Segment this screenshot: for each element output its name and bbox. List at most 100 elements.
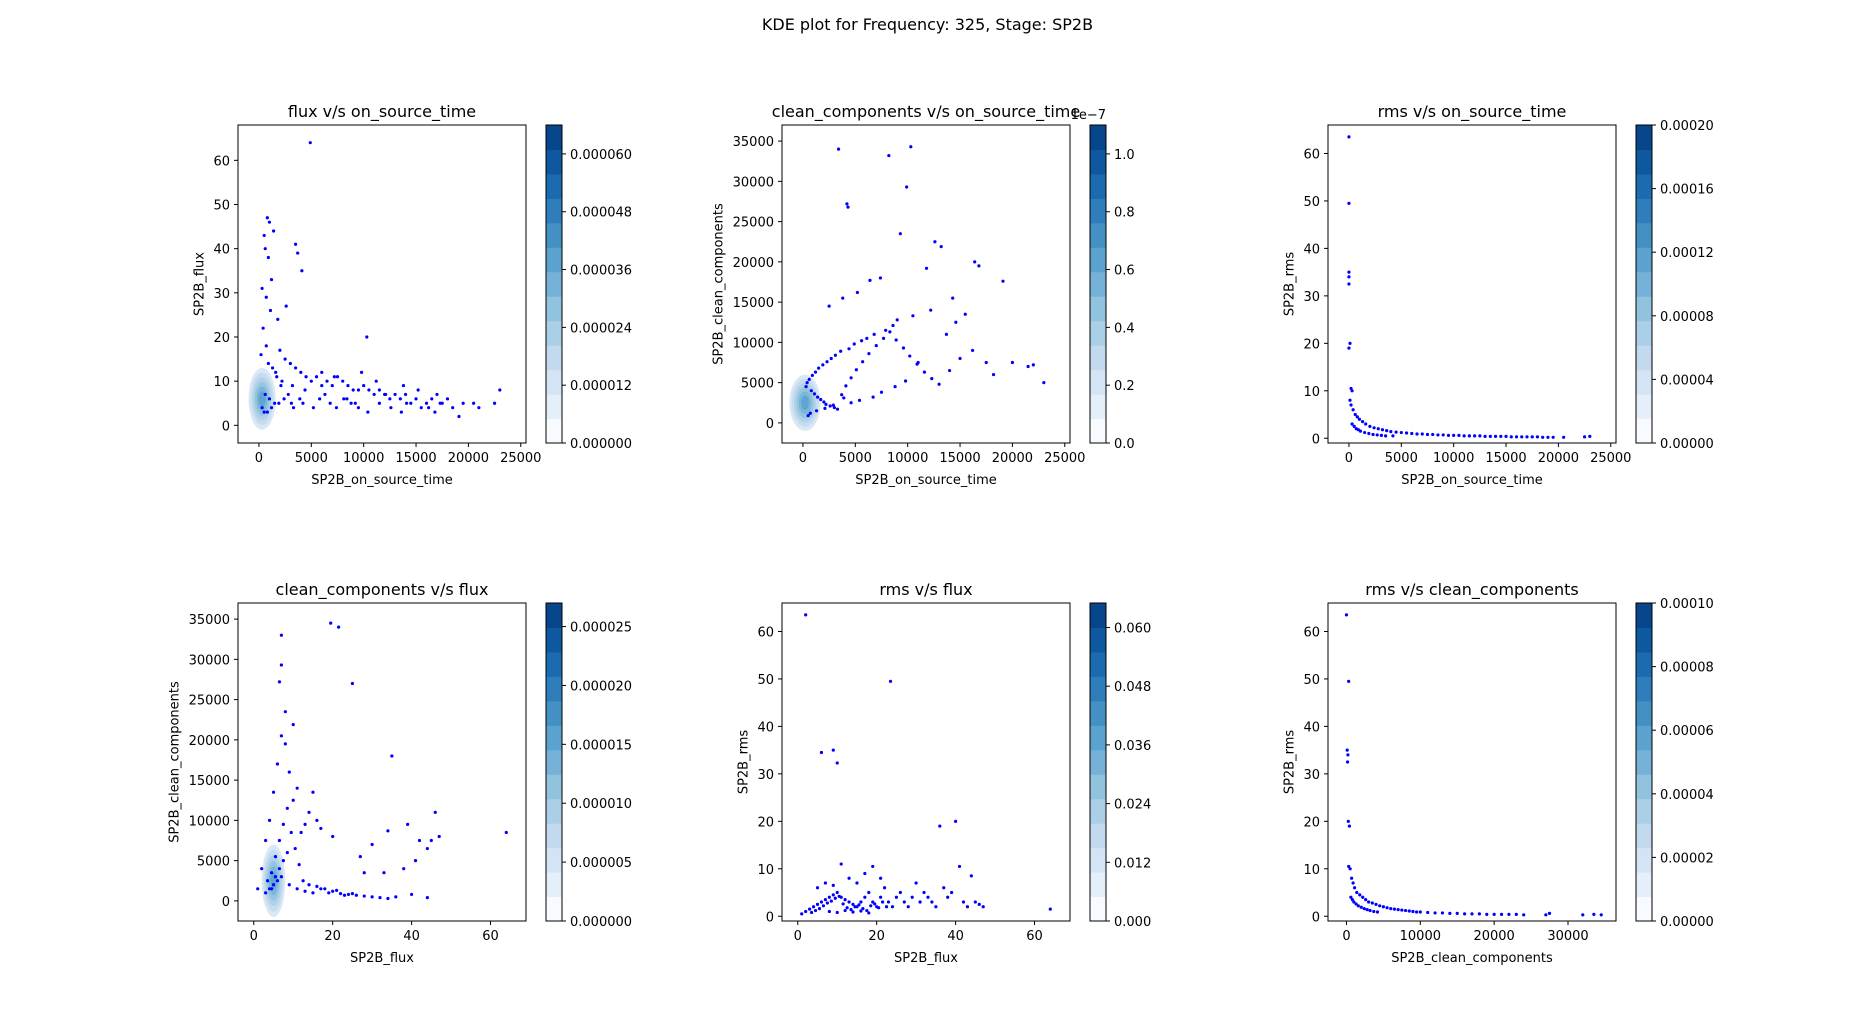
data-point bbox=[1346, 819, 1350, 823]
data-point bbox=[425, 896, 429, 900]
colorbar-band bbox=[546, 651, 562, 677]
data-point bbox=[504, 830, 508, 835]
kde-density bbox=[789, 374, 821, 431]
colorbar-band bbox=[1090, 847, 1106, 873]
data-point bbox=[430, 397, 434, 401]
data-point bbox=[260, 406, 264, 410]
colorbar-band bbox=[1636, 173, 1652, 199]
colorbar-tick-label: 0.000060 bbox=[570, 148, 632, 163]
subplot-2: 0 5000 10000 15000 20000 25000 0 5000 10000 15000… bbox=[712, 102, 1135, 488]
data-point bbox=[857, 398, 862, 402]
data-point bbox=[869, 904, 873, 908]
y-tick-label: 25000 bbox=[189, 694, 230, 709]
data-point bbox=[298, 397, 302, 401]
x-tick-label: 20000 bbox=[1538, 451, 1579, 466]
data-point bbox=[800, 912, 804, 916]
data-point bbox=[937, 382, 941, 386]
data-point bbox=[286, 392, 290, 397]
data-point bbox=[823, 898, 827, 902]
data-point bbox=[299, 370, 303, 374]
colorbar-frame bbox=[545, 124, 563, 444]
data-point bbox=[269, 406, 274, 410]
data-point bbox=[330, 383, 334, 388]
data-point bbox=[273, 875, 278, 879]
data-point bbox=[824, 402, 828, 406]
data-point bbox=[314, 375, 319, 379]
colorbar-band bbox=[1636, 700, 1652, 726]
x-tick-label: 60 bbox=[1026, 929, 1043, 944]
data-point bbox=[353, 401, 357, 405]
data-point bbox=[843, 898, 847, 902]
colorbar-tick-label: 0.00004 bbox=[1660, 788, 1714, 803]
data-point bbox=[1541, 435, 1545, 439]
data-point bbox=[821, 904, 826, 908]
data-point bbox=[1350, 898, 1354, 902]
data-point bbox=[833, 353, 838, 357]
colorbar-band bbox=[1636, 345, 1652, 371]
data-point bbox=[1389, 907, 1393, 911]
data-point bbox=[1358, 429, 1363, 433]
data-point bbox=[1365, 908, 1369, 912]
data-point bbox=[842, 396, 846, 400]
data-point bbox=[1562, 435, 1566, 439]
data-point bbox=[275, 762, 280, 766]
data-point bbox=[1457, 433, 1461, 438]
data-point bbox=[1026, 364, 1030, 369]
data-point bbox=[847, 347, 851, 351]
data-point bbox=[922, 370, 927, 374]
axes-frame bbox=[1327, 124, 1617, 444]
data-point bbox=[349, 401, 353, 405]
colorbar-band bbox=[1636, 369, 1652, 395]
data-point bbox=[991, 372, 996, 377]
colorbar-band bbox=[1636, 271, 1652, 297]
y-tick-label: 35000 bbox=[733, 135, 774, 150]
data-point bbox=[946, 895, 950, 899]
colorbar-tick-label: 0.00010 bbox=[1660, 597, 1714, 612]
data-point bbox=[276, 317, 280, 321]
colorbar-band bbox=[1090, 603, 1106, 628]
data-point bbox=[1355, 415, 1359, 419]
data-point bbox=[293, 846, 297, 851]
scatter-points bbox=[259, 141, 502, 419]
y-axis-label: SP2B_clean_components bbox=[168, 681, 183, 843]
data-point bbox=[1384, 434, 1388, 438]
data-point bbox=[399, 410, 403, 414]
y-tick-label: 10 bbox=[757, 863, 774, 878]
data-point bbox=[451, 406, 455, 410]
data-point bbox=[1361, 895, 1365, 899]
data-point bbox=[1347, 135, 1351, 139]
data-point bbox=[961, 900, 966, 904]
x-tick-label: 15000 bbox=[939, 451, 980, 466]
data-point bbox=[833, 896, 837, 900]
data-point bbox=[1048, 907, 1052, 911]
colorbar-band bbox=[1636, 149, 1652, 175]
data-point bbox=[492, 401, 497, 405]
colorbar-band bbox=[1636, 774, 1652, 800]
data-point bbox=[1399, 430, 1403, 435]
data-point bbox=[819, 397, 823, 402]
data-point bbox=[307, 810, 311, 814]
colorbar-tick-label: 0.00008 bbox=[1660, 310, 1714, 325]
data-point bbox=[839, 349, 843, 353]
data-point bbox=[307, 883, 311, 887]
colorbar-band bbox=[546, 369, 562, 395]
data-point bbox=[1431, 432, 1435, 437]
data-point bbox=[855, 881, 859, 885]
data-point bbox=[350, 681, 355, 686]
colorbar-band bbox=[1636, 627, 1652, 653]
y-tick-label: 10 bbox=[213, 375, 230, 390]
colorbar-tick-label: 0.000048 bbox=[570, 206, 632, 221]
data-point bbox=[1420, 432, 1424, 436]
data-point bbox=[1478, 434, 1482, 438]
data-point bbox=[881, 336, 886, 340]
data-point bbox=[1042, 381, 1046, 385]
data-point bbox=[1400, 908, 1404, 912]
data-point bbox=[359, 370, 364, 374]
data-point bbox=[301, 401, 305, 405]
data-point bbox=[1348, 398, 1352, 402]
data-point bbox=[1368, 908, 1372, 913]
data-point bbox=[817, 366, 821, 370]
y-tick-label: 50 bbox=[213, 199, 230, 214]
data-point bbox=[366, 410, 370, 414]
